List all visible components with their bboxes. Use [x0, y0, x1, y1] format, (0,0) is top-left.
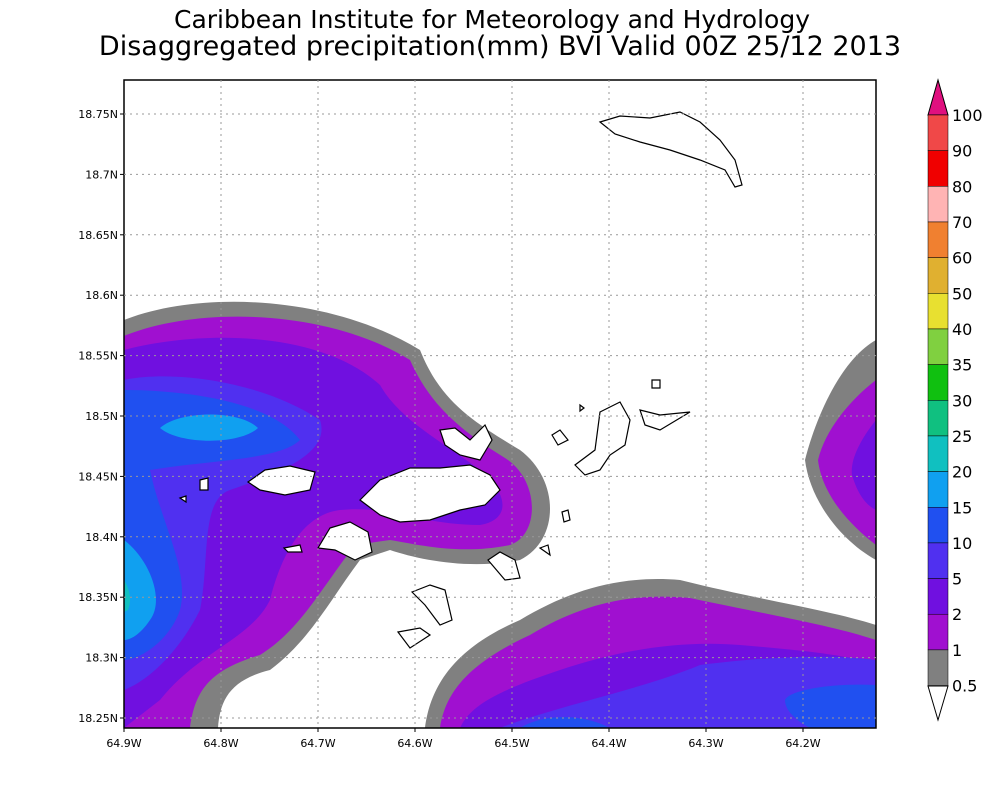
lon-label: 64.2W	[785, 737, 820, 750]
colorbar-band	[927, 578, 949, 615]
small-cays	[178, 379, 661, 557]
colorbar-label: 30	[952, 391, 972, 410]
colorbar-band	[927, 293, 949, 330]
lat-label: 18.3N	[85, 652, 118, 665]
colorbar-label: 2	[952, 605, 962, 624]
colorbar-label: 15	[952, 498, 972, 517]
lat-label: 18.35N	[78, 591, 118, 604]
colorbar-label: 60	[952, 249, 972, 268]
lon-label: 64.3W	[688, 737, 723, 750]
lat-label: 18.65N	[78, 229, 118, 242]
west-islets	[317, 521, 373, 561]
colorbar-label: 80	[952, 177, 972, 196]
islands	[178, 111, 743, 649]
lon-label: 64.8W	[203, 737, 238, 750]
contour-2	[851, 420, 876, 510]
lat-label: 18.6N	[85, 289, 118, 302]
jost-van-dyke	[439, 423, 493, 461]
colorbar-label: 50	[952, 284, 972, 303]
contour-10	[124, 390, 300, 660]
lat-label: 18.5N	[85, 410, 118, 423]
subtitle: Disaggregated precipitation(mm) BVI Vali…	[99, 31, 901, 62]
colorbar: 100 90 80 70 60 50 40 35 30 25 20 15 10 5 2 1 0.5	[927, 78, 983, 722]
colorbar-label: 70	[952, 213, 972, 232]
st-john	[246, 465, 316, 496]
colorbar-bottom-arrow	[927, 685, 949, 722]
colorbar-band	[927, 542, 949, 579]
colorbar-band	[927, 257, 949, 294]
colorbar-band	[927, 400, 949, 437]
plot-border	[123, 79, 877, 729]
lat-label: 18.75N	[78, 108, 118, 121]
colorbar-band	[927, 221, 949, 258]
colorbar-label: 90	[952, 142, 972, 161]
lat-label: 18.25N	[78, 712, 118, 725]
lat-label: 18.7N	[85, 168, 118, 181]
anegada	[598, 111, 743, 188]
colorbar-top-arrow	[927, 78, 949, 116]
colorbar-band	[927, 328, 949, 365]
contour-1	[818, 380, 876, 545]
lon-label: 64.5W	[494, 737, 529, 750]
colorbar-label: 35	[952, 356, 972, 375]
virgin-gorda	[574, 401, 691, 476]
lon-label: 64.7W	[300, 737, 335, 750]
colorbar-band	[927, 435, 949, 472]
colorbar-band	[927, 507, 949, 544]
colorbar-band	[927, 114, 949, 151]
colorbar-band	[927, 471, 949, 508]
colorbar-label: 100	[952, 106, 983, 125]
lon-label: 64.4W	[591, 737, 626, 750]
colorbar-label: 5	[952, 570, 962, 589]
lat-label: 18.45N	[78, 470, 118, 483]
precipitation-field	[124, 301, 876, 728]
colorbar-band	[927, 613, 949, 651]
lon-label: 64.6W	[397, 737, 432, 750]
colorbar-label: 0.5	[952, 677, 977, 696]
colorbar-band	[927, 150, 949, 187]
contour-5	[500, 656, 876, 728]
peter-island	[396, 584, 453, 649]
title: Caribbean Institute for Meteorology and …	[174, 5, 810, 34]
contour-20	[124, 580, 131, 612]
colorbar-label: 1	[952, 641, 962, 660]
lat-label: 18.55N	[78, 350, 118, 363]
contour-15	[124, 414, 258, 640]
lon-label: 64.9W	[106, 737, 141, 750]
colorbar-label: 25	[952, 427, 972, 446]
colorbar-label: 20	[952, 463, 972, 482]
colorbar-band	[927, 364, 949, 401]
colorbar-band	[927, 649, 949, 686]
contour-10	[520, 684, 876, 728]
tortola	[359, 464, 501, 523]
colorbar-label: 40	[952, 320, 972, 339]
colorbar-band	[927, 186, 949, 223]
map-frame: 18.75N 18.7N 18.65N 18.6N 18.55N 18.5N 18.45N 1…	[78, 79, 877, 750]
lat-label: 18.4N	[85, 531, 118, 544]
colorbar-label: 10	[952, 534, 972, 553]
